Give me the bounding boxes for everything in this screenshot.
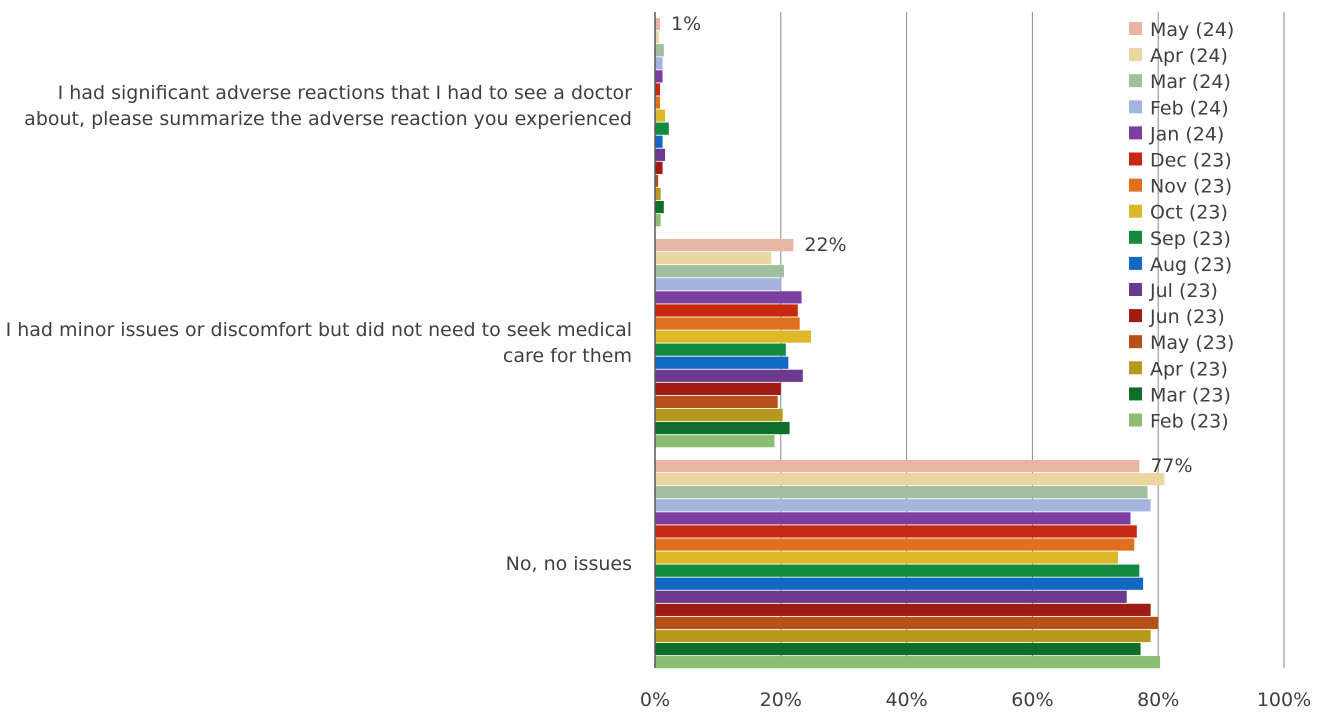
bar-cat1-series0 [655, 239, 794, 252]
data-label-cat1: 22% [804, 234, 846, 256]
legend-label-9: Aug (23) [1150, 254, 1232, 276]
bar-cat1-series2 [655, 265, 784, 278]
legend-swatch-2 [1129, 74, 1142, 88]
x-tick-label-2: 40% [885, 689, 927, 711]
data-labels: 1% 22% 77% [671, 13, 1193, 477]
bar-cat1-series14 [655, 421, 790, 435]
x-tick-label-5: 100% [1257, 689, 1311, 711]
data-label-cat0: 1% [671, 13, 701, 35]
bar-cat2-series15 [655, 656, 1161, 669]
category-label-minor: I had minor issues or discomfort but did… [5, 319, 632, 367]
legend-swatch-10 [1129, 283, 1142, 296]
legend-label-3: Feb (24) [1150, 97, 1229, 119]
bar-cat0-series1 [655, 31, 659, 44]
legend-swatch-9 [1129, 256, 1142, 270]
bar-cat2-series11 [655, 603, 1151, 616]
legend-label-7: Oct (23) [1150, 202, 1228, 224]
bar-cat0-series14 [655, 200, 664, 214]
legend-swatch-5 [1129, 152, 1142, 166]
bar-cat1-series1 [655, 252, 772, 265]
bar-cat1-series4 [655, 291, 802, 304]
bar-cat0-series5 [655, 83, 661, 96]
bar-cat2-series2 [655, 486, 1148, 499]
legend-swatch-1 [1129, 48, 1142, 62]
bar-cat2-series8 [655, 564, 1140, 577]
x-tick-label-1: 20% [760, 689, 802, 711]
bar-cat2-series6 [655, 538, 1135, 551]
legend-swatch-0 [1129, 22, 1142, 35]
bar-cat0-series12 [655, 174, 659, 188]
bar-cat1-series3 [655, 278, 781, 291]
bar-cat2-series12 [655, 616, 1159, 630]
bar-cat0-series11 [655, 161, 663, 174]
bar-cat2-series10 [655, 590, 1127, 603]
bar-cat0-series10 [655, 148, 666, 161]
bar-cat2-series3 [655, 499, 1151, 512]
bar-cat0-series0 [655, 18, 661, 31]
bar-cat0-series6 [655, 96, 661, 109]
bar-cat1-series15 [655, 435, 775, 448]
bar-cat0-series4 [655, 70, 663, 83]
data-label-cat2: 77% [1150, 455, 1192, 477]
bar-cat1-series13 [655, 408, 783, 422]
legend-swatch-6 [1129, 178, 1142, 192]
legend-label-12: May (23) [1150, 332, 1234, 354]
bar-cat0-series9 [655, 135, 663, 148]
bar-cat1-series7 [655, 330, 811, 343]
legend-label-8: Sep (23) [1150, 228, 1231, 250]
legend-label-1: Apr (24) [1150, 45, 1228, 67]
legend-label-11: Jun (23) [1149, 306, 1225, 328]
legend-label-5: Dec (23) [1150, 150, 1232, 172]
bar-cat0-series15 [655, 214, 661, 227]
legend-label-2: Mar (24) [1150, 71, 1231, 93]
bar-cat0-series2 [655, 44, 664, 57]
bar-cat0-series3 [655, 57, 663, 70]
bar-cat2-series1 [655, 473, 1165, 486]
x-tick-label-0: 0% [640, 689, 670, 711]
legend-swatch-14 [1129, 387, 1142, 401]
bar-cat0-series13 [655, 187, 661, 201]
bar-cat1-series6 [655, 317, 800, 330]
legend-label-10: Jul (23) [1149, 280, 1218, 302]
legend-label-0: May (24) [1150, 19, 1234, 41]
bar-cat0-series8 [655, 122, 669, 135]
x-tick-labels: 0% 20% 40% 60% 80% 100% [640, 689, 1311, 711]
category-label-significant: I had significant adverse reactions that… [24, 82, 632, 130]
legend-label-4: Jan (24) [1149, 123, 1224, 145]
legend: May (24) Apr (24) Mar (24) Feb (24) Jan (24)… [1129, 19, 1234, 433]
bar-cat2-series9 [655, 577, 1144, 590]
bars [655, 18, 1165, 669]
legend-swatch-15 [1129, 413, 1142, 427]
category-label-no-issues: No, no issues [505, 553, 632, 575]
legend-swatch-11 [1129, 309, 1142, 323]
legend-label-13: Apr (23) [1150, 358, 1228, 380]
bar-cat0-series7 [655, 109, 666, 122]
bar-cat1-series10 [655, 369, 803, 382]
bar-cat1-series11 [655, 382, 781, 395]
legend-swatch-13 [1129, 361, 1142, 375]
bar-cat1-series8 [655, 343, 786, 356]
x-tick-label-4: 80% [1137, 689, 1179, 711]
x-tick-label-3: 60% [1011, 689, 1053, 711]
bar-cat2-series0 [655, 460, 1140, 473]
bar-cat1-series12 [655, 395, 778, 409]
legend-swatch-12 [1129, 335, 1142, 349]
bar-cat1-series5 [655, 304, 798, 317]
legend-swatch-8 [1129, 230, 1142, 244]
bar-cat2-series4 [655, 512, 1131, 525]
bar-cat2-series14 [655, 642, 1141, 656]
bar-cat2-series7 [655, 551, 1118, 564]
legend-swatch-7 [1129, 204, 1142, 218]
bar-cat2-series5 [655, 525, 1137, 538]
legend-swatch-3 [1129, 100, 1142, 114]
bar-cat2-series13 [655, 629, 1151, 643]
legend-label-14: Mar (23) [1150, 384, 1231, 406]
legend-label-6: Nov (23) [1150, 176, 1232, 198]
legend-swatch-4 [1129, 126, 1142, 140]
legend-label-15: Feb (23) [1150, 411, 1229, 433]
bar-cat1-series9 [655, 356, 789, 369]
